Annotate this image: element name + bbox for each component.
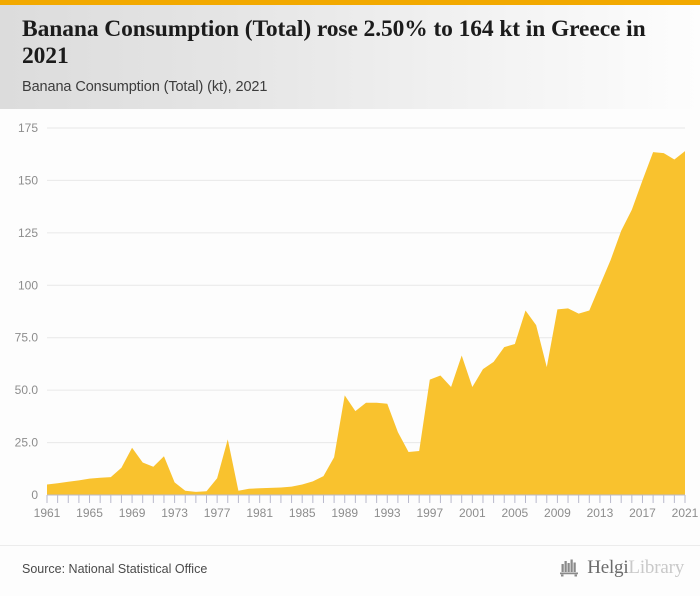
source-label: Source: National Statistical Office (22, 562, 208, 576)
y-axis-tick-label: 125 (18, 226, 38, 240)
x-axis-tick-label: 1969 (119, 506, 146, 520)
x-axis-tick-label: 2009 (544, 506, 571, 520)
x-axis-tick-label: 2013 (587, 506, 614, 520)
x-axis-tick-label: 1961 (34, 506, 61, 520)
area-series (47, 151, 685, 495)
x-axis-tick-label: 1985 (289, 506, 316, 520)
y-axis-tick-label: 100 (18, 278, 38, 292)
x-axis-tick-label: 1993 (374, 506, 401, 520)
chart-footer: Source: National Statistical Office Helg… (0, 545, 700, 596)
x-axis-tick-label: 1977 (204, 506, 231, 520)
chart-area: 0 25.0 50.0 75.0 100 125 150 175 1961 1965 1969 197… (0, 109, 700, 545)
brand-logo[interactable]: HelgiLibrary (559, 557, 684, 579)
y-axis-tick-label: 50.0 (15, 383, 39, 397)
top-accent-bar (0, 0, 700, 5)
x-axis-tick-label: 2021 (672, 506, 699, 520)
bar-chart-building-icon (560, 559, 579, 577)
brand-wordmark: HelgiLibrary (587, 557, 684, 579)
y-axis-tick-label: 150 (18, 173, 38, 187)
x-axis-tick-label: 1981 (246, 506, 273, 520)
page-title: Banana Consumption (Total) rose 2.50% to… (22, 16, 646, 69)
y-axis-tick-label: 75.0 (15, 331, 39, 345)
x-axis-tick-label: 2005 (502, 506, 529, 520)
x-axis-tick-label: 2017 (629, 506, 656, 520)
area-chart: 0 25.0 50.0 75.0 100 125 150 175 1961 1965 1969 197… (15, 121, 699, 520)
x-axis-tick-label: 2001 (459, 506, 486, 520)
brand-secondary: Library (628, 557, 684, 578)
y-axis-tick-label: 0 (31, 488, 38, 502)
y-axis-tick-label: 25.0 (15, 436, 39, 450)
x-axis-tick-label: 1989 (331, 506, 358, 520)
x-axis-tick-label: 1997 (416, 506, 443, 520)
x-axis-tick-label: 1965 (76, 506, 103, 520)
brand-primary: Helgi (587, 557, 629, 578)
page-subtitle: Banana Consumption (Total) (kt), 2021 (22, 79, 268, 95)
x-axis-tick-label: 1973 (161, 506, 188, 520)
y-axis-tick-label: 175 (18, 121, 38, 135)
chart-header: Banana Consumption (Total) rose 2.50% to… (0, 5, 700, 109)
